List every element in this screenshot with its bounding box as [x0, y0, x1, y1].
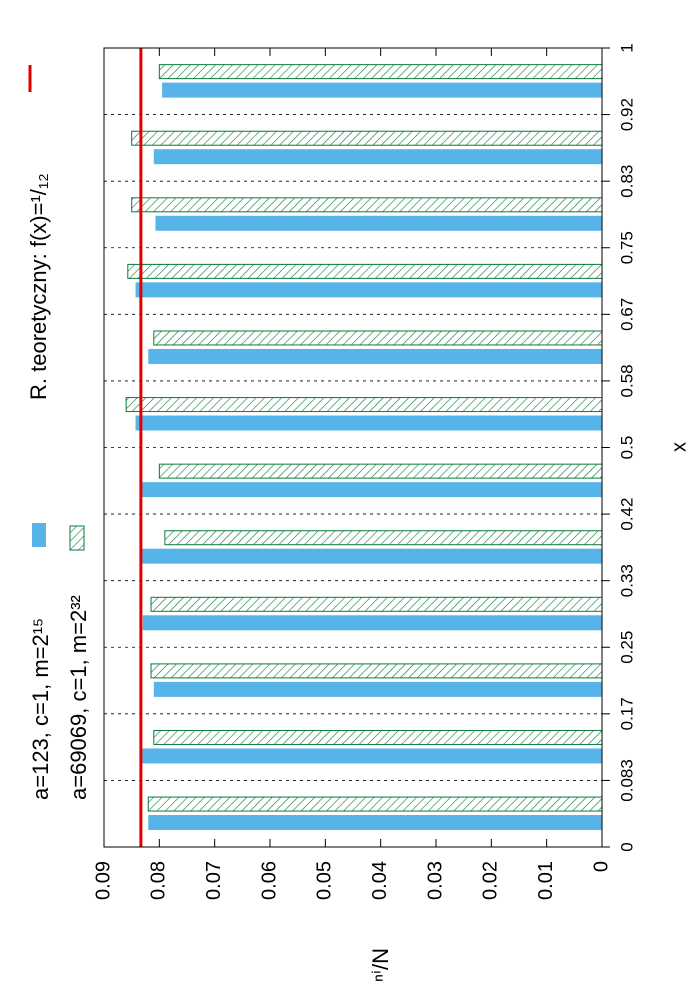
bar — [153, 681, 603, 697]
bar — [153, 729, 603, 745]
bar — [141, 482, 602, 498]
bar — [155, 215, 602, 231]
bar — [141, 548, 602, 564]
bar — [135, 415, 603, 431]
x-tick-label: 0.5 — [617, 436, 636, 460]
y-axis-label: ⁿⁱ/N — [368, 948, 393, 982]
bar — [150, 663, 603, 679]
bar — [148, 815, 602, 831]
x-tick-label: 0.92 — [617, 98, 636, 131]
y-tick-label: 0.03 — [424, 861, 446, 900]
x-tick-label: 0.25 — [617, 631, 636, 664]
y-tick-label: 0.06 — [258, 861, 280, 900]
bar — [153, 330, 603, 346]
bar — [164, 530, 603, 546]
y-tick-label: 0.08 — [148, 861, 170, 900]
plot-frame — [103, 47, 603, 848]
y-tick-label: 0.09 — [92, 861, 114, 900]
x-axis-label: x — [668, 442, 690, 452]
x-tick-label: 0.67 — [617, 298, 636, 331]
x-tick-label: 0.83 — [617, 165, 636, 198]
bar — [131, 130, 603, 146]
y-tick-label: 0.05 — [314, 861, 336, 900]
legend-label: R. teoretyczny: f(x)=¹/₁₂ — [26, 173, 51, 400]
legend-swatch — [69, 525, 85, 551]
bar — [147, 796, 603, 812]
bar — [142, 615, 602, 631]
x-tick-label: 0.42 — [617, 498, 636, 531]
y-tick-label: 0.04 — [369, 861, 391, 900]
x-tick-label: 0.17 — [617, 697, 636, 730]
bar — [148, 348, 602, 364]
bar — [150, 596, 603, 612]
bar — [127, 263, 603, 279]
bar — [158, 64, 603, 80]
bar — [131, 197, 603, 213]
y-tick-label: 0.07 — [203, 861, 225, 900]
legend-swatch — [32, 523, 46, 547]
x-tick-label: 0.58 — [617, 364, 636, 397]
legend-label: a=123, c=1, m=2¹⁵ — [28, 618, 53, 800]
x-tick-label: 0 — [617, 842, 636, 851]
bar — [158, 463, 603, 479]
y-tick-label: 0.02 — [480, 861, 502, 900]
x-tick-label: 1 — [617, 43, 636, 52]
y-tick-label: 0.01 — [535, 861, 557, 900]
bar — [162, 82, 602, 98]
x-tick-label: 0.33 — [617, 564, 636, 597]
bar — [139, 748, 602, 764]
bar — [135, 282, 603, 298]
legend-label: a=69069, c=1, m=2³² — [66, 595, 91, 800]
y-tick-label: 0 — [590, 861, 612, 872]
bar — [153, 149, 603, 165]
bar — [125, 397, 603, 413]
x-tick-label: 0.75 — [617, 231, 636, 264]
x-tick-label: 0.083 — [617, 759, 636, 802]
